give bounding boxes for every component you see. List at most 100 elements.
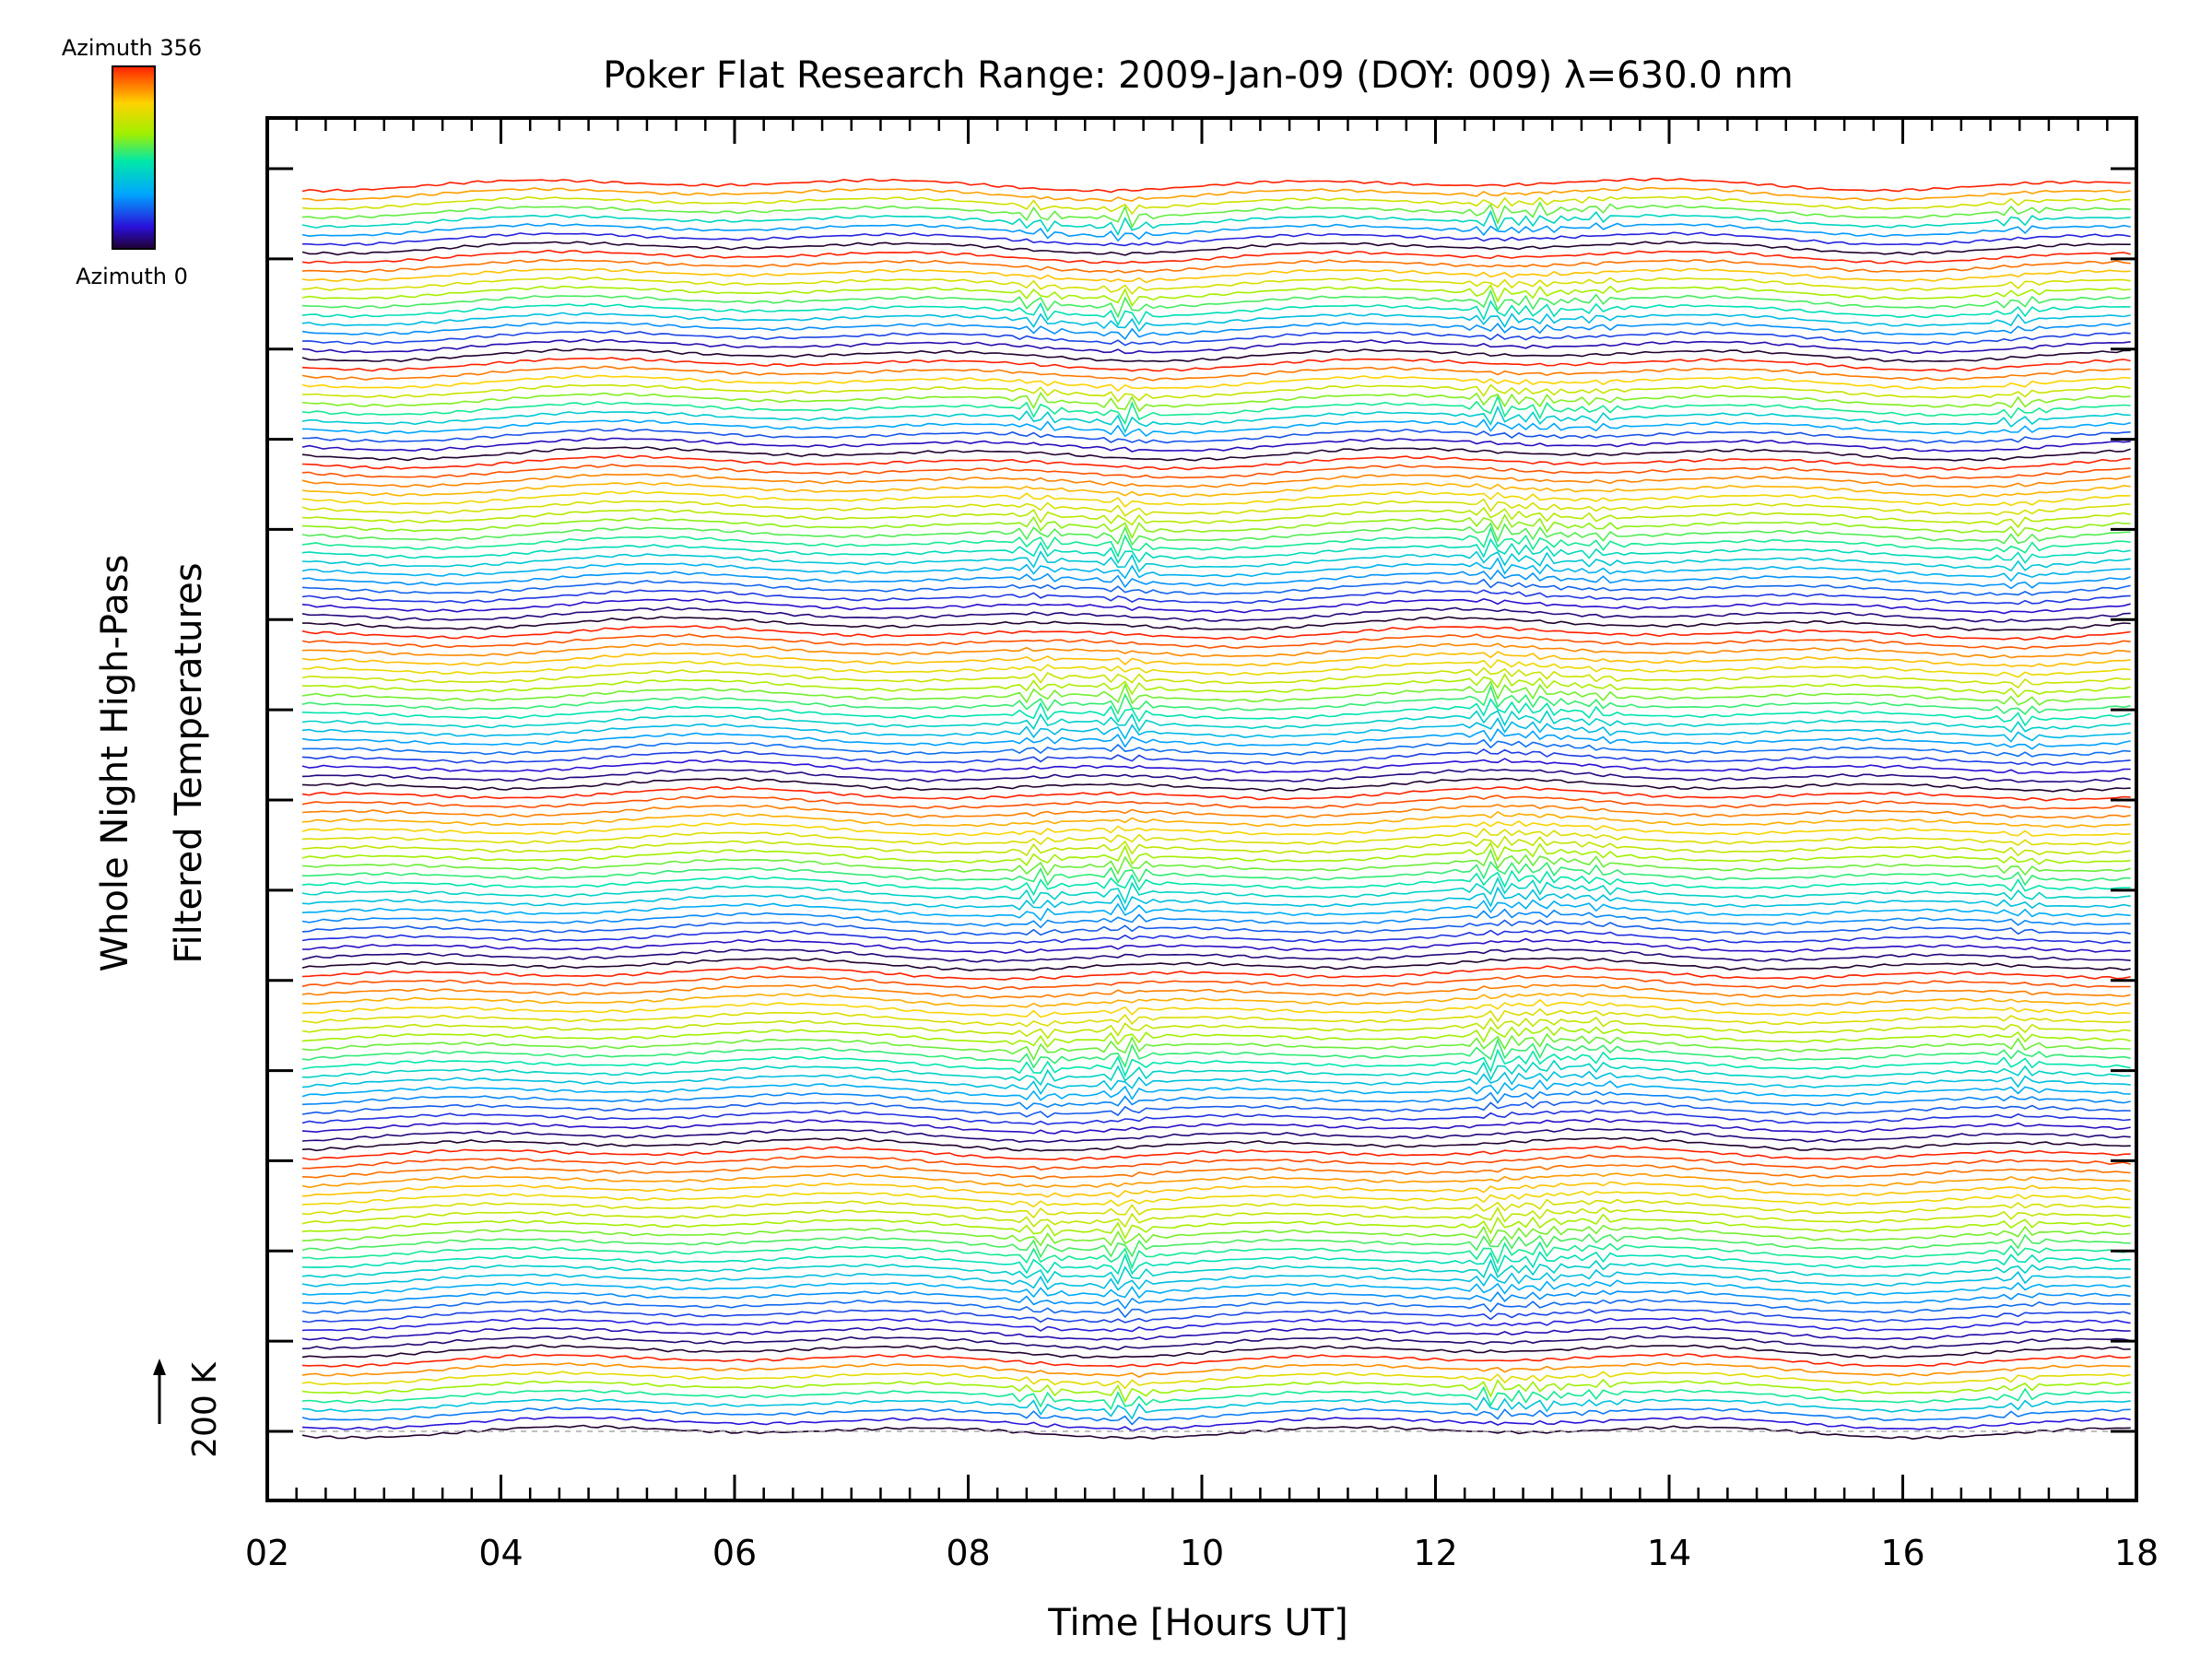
trace-line [301, 209, 2131, 237]
trace-line [301, 899, 2131, 922]
trace-line [301, 1048, 2131, 1078]
trace-line [301, 249, 2131, 265]
trace-line [301, 717, 2131, 743]
scale-bar-arrow-icon [153, 1359, 166, 1375]
colorbar-top-label: Azimuth 356 [62, 35, 202, 61]
trace-line [301, 1353, 2131, 1368]
trace-line [301, 276, 2131, 295]
trace-line [301, 338, 2131, 355]
trace-line [301, 974, 2131, 991]
trace-line [301, 405, 2131, 434]
trace-group [301, 177, 2131, 1441]
trace-line [301, 418, 2131, 438]
trace-line [301, 1396, 2131, 1420]
trace-line [301, 300, 2131, 327]
trace-line [301, 186, 2131, 203]
trace-line [301, 728, 2131, 750]
trace-line [301, 394, 2131, 426]
trace-line [301, 1164, 2131, 1180]
trace-line [301, 673, 2131, 699]
trace-line [301, 1206, 2131, 1229]
trace-line [301, 651, 2131, 667]
trace-line [301, 983, 2131, 999]
trace-line [301, 454, 2131, 471]
trace-line [301, 1258, 2131, 1286]
trace-line [301, 578, 2131, 596]
trace-line [302, 616, 2131, 631]
trace-line [301, 860, 2131, 887]
trace-line [301, 1007, 2131, 1028]
trace-line [301, 284, 2131, 308]
trace-line [301, 258, 2131, 274]
trace-line [301, 557, 2131, 582]
x-tick-label: 12 [1413, 1533, 1457, 1573]
trace-line [301, 1032, 2131, 1062]
trace-line [301, 1213, 2131, 1241]
x-axis-label: Time [Hours UT] [1047, 1602, 1347, 1644]
trace-line [301, 835, 2131, 857]
trace-line [301, 1424, 2131, 1441]
trace-line [301, 222, 2131, 242]
trace-line [301, 383, 2131, 403]
trace-line [301, 1325, 2131, 1341]
trace-line [302, 1289, 2131, 1310]
x-tick-label: 16 [1880, 1533, 1924, 1573]
trace-line [301, 804, 2131, 819]
trace-line [301, 589, 2131, 606]
trace-line [301, 1241, 2131, 1270]
trace-line [301, 481, 2131, 498]
trace-line [301, 1224, 2131, 1247]
trace-line [301, 965, 2131, 981]
trace-line [301, 877, 2131, 905]
trace-line [301, 1154, 2131, 1171]
trace-line [301, 522, 2131, 547]
trace-line [301, 710, 2131, 734]
trace-line [301, 738, 2131, 758]
trace-line [301, 437, 2131, 453]
trace-line [301, 1233, 2131, 1259]
trace-line [301, 679, 2131, 706]
trace-line [301, 1317, 2131, 1333]
x-tick-label: 18 [2114, 1533, 2159, 1573]
trace-line [301, 347, 2131, 363]
trace-line [301, 506, 2131, 529]
trace-line [301, 473, 2131, 488]
trace-line [301, 1406, 2131, 1426]
trace-line [301, 498, 2131, 517]
trace-line [301, 777, 2131, 793]
trace-line [301, 1181, 2131, 1198]
trace-line [301, 869, 2131, 897]
trace-line [301, 1172, 2131, 1189]
trace-line [301, 1059, 2131, 1087]
trace-line [301, 446, 2131, 462]
trace-line [301, 748, 2131, 766]
trace-line [301, 606, 2131, 623]
trace-line [301, 288, 2131, 319]
y-axis-label-line1: Whole Night High-Pass [94, 555, 136, 972]
trace-line [301, 1198, 2131, 1219]
trace-line [301, 1136, 2131, 1152]
colorbar [112, 65, 156, 250]
trace-line [301, 428, 2131, 444]
trace-line [301, 1378, 2131, 1404]
trace-line [301, 241, 2131, 256]
trace-line [301, 1070, 2131, 1096]
trace-line [301, 758, 2131, 774]
trace-line [301, 1335, 2131, 1351]
trace-line [301, 490, 2131, 509]
scale-bar-label: 200 K [186, 1361, 224, 1458]
trace-line [301, 1251, 2131, 1276]
trace-line [301, 886, 2131, 912]
trace-line [301, 1190, 2131, 1208]
trace-line [301, 1127, 2131, 1144]
trace-line [301, 1279, 2131, 1300]
trace-line [301, 550, 2131, 573]
trace-line [301, 321, 2131, 341]
trace-line [301, 633, 2131, 650]
trace-line [301, 312, 2131, 333]
trace-line [301, 1385, 2131, 1411]
trace-line [301, 1109, 2131, 1125]
trace-line [301, 201, 2131, 229]
trace-line [301, 919, 2131, 936]
trace-line [301, 769, 2131, 783]
